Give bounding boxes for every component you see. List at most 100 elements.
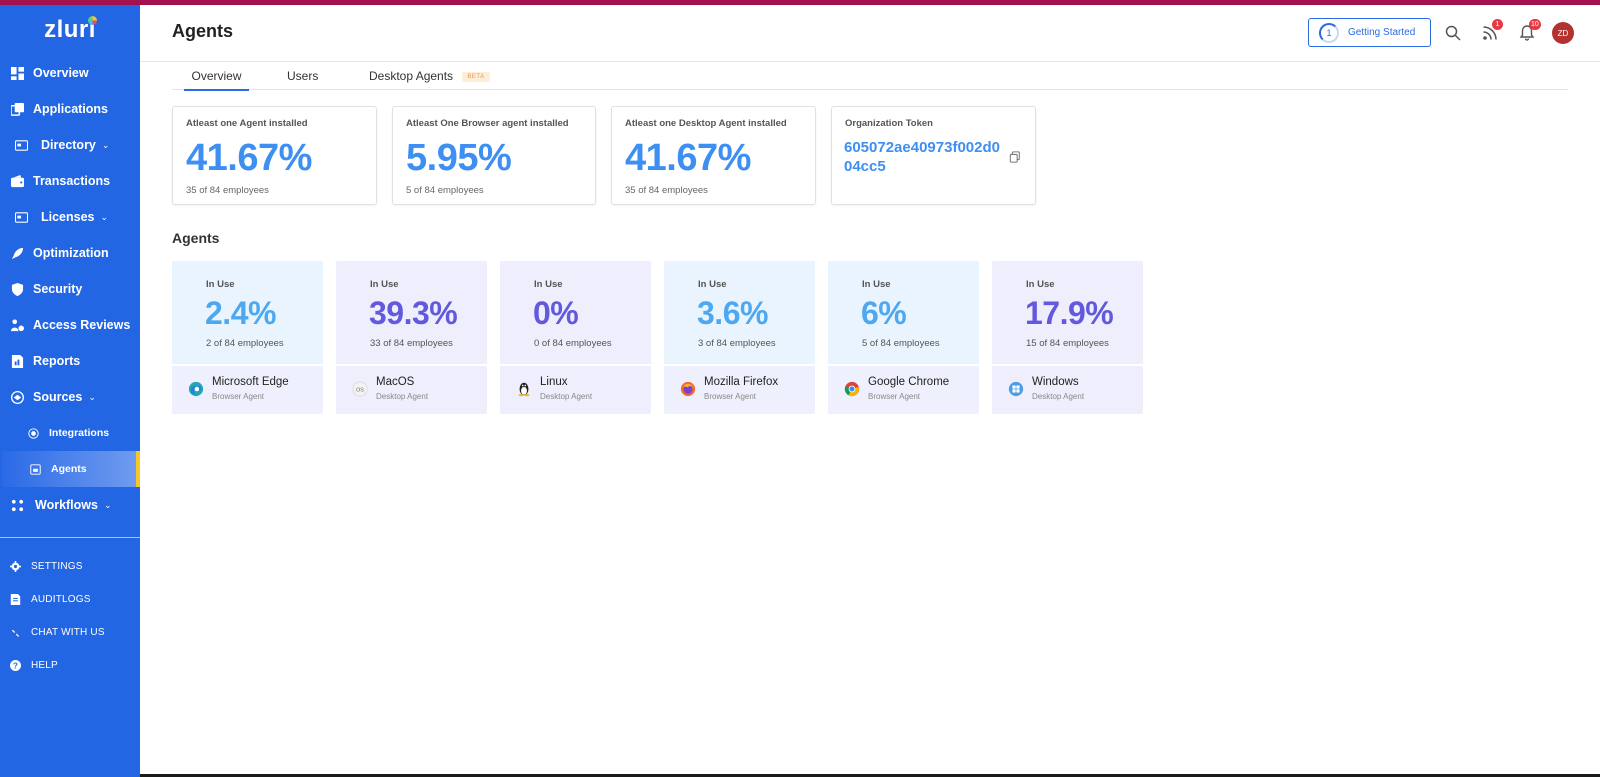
agent-employees: 33 of 84 employees — [370, 338, 453, 349]
getting-started-label: Getting Started — [1348, 27, 1416, 38]
sidebar-item-optimization[interactable]: Optimization — [0, 235, 140, 271]
firefox-icon — [680, 381, 698, 399]
agent-card-mozilla-firefox[interactable]: In Use 3.6% 3 of 84 employees Mozilla Fi… — [664, 261, 815, 414]
sidebar-item-applications[interactable]: Applications — [0, 91, 140, 127]
windows-icon — [1008, 381, 1026, 399]
stat-card-desktop-agent: Atleast one Desktop Agent installed 41.6… — [611, 106, 816, 205]
stat-label: Atleast one Desktop Agent installed — [625, 118, 787, 129]
agent-card-usage: In Use 6% 5 of 84 employees — [828, 261, 979, 364]
sidebar-chat[interactable]: CHAT WITH US — [0, 616, 140, 649]
tab-desktop-agents[interactable]: Desktop Agents BETA — [369, 69, 490, 89]
sidebar-item-label: Applications — [33, 102, 109, 116]
sidebar-item-transactions[interactable]: Transactions — [0, 163, 140, 199]
edge-icon — [188, 381, 206, 399]
page-title: Agents — [172, 21, 234, 41]
sidebar-auditlogs[interactable]: AUDITLOGS — [0, 583, 140, 616]
avatar[interactable]: ZD — [1552, 22, 1574, 44]
sidebar-chat-label: CHAT WITH US — [31, 627, 105, 638]
agent-employees: 2 of 84 employees — [206, 338, 284, 349]
organization-token-card: Organization Token 605072ae40973f002d004… — [831, 106, 1036, 205]
sidebar-item-label: Overview — [33, 66, 89, 80]
stat-label: Atleast One Browser agent installed — [406, 118, 569, 129]
agent-card-footer: Google Chrome Browser Agent — [828, 364, 979, 414]
sidebar-item-licenses[interactable]: Licenses ⌄ — [0, 199, 140, 235]
sidebar: zluri Overview Applications Directory ⌄ … — [0, 5, 140, 777]
sidebar-item-label: Agents — [51, 463, 87, 475]
logo-dot-icon — [88, 16, 97, 25]
tab-label: Desktop Agents — [369, 69, 454, 83]
integrations-icon — [26, 426, 40, 440]
sidebar-settings[interactable]: SETTINGS — [0, 550, 140, 583]
stat-subtext: 35 of 84 employees — [186, 185, 269, 196]
logo-text: zluri — [44, 16, 96, 43]
agent-percent: 0% — [533, 295, 579, 331]
agent-card-usage: In Use 2.4% 2 of 84 employees — [172, 261, 323, 364]
sidebar-item-agents[interactable]: Agents — [2, 451, 140, 487]
dashboard-icon — [10, 66, 24, 80]
agent-card-google-chrome[interactable]: In Use 6% 5 of 84 employees Google Chrom… — [828, 261, 979, 414]
sidebar-item-label: Security — [33, 282, 83, 296]
directory-icon — [14, 138, 28, 152]
agent-type: Desktop Agent — [540, 392, 593, 401]
sidebar-item-label: Optimization — [33, 246, 109, 260]
sidebar-item-overview[interactable]: Overview — [0, 55, 140, 91]
chevron-down-icon: ⌄ — [100, 211, 109, 222]
page-header: Agents 1 Getting Started 1 10 ZD — [140, 5, 1600, 62]
gear-icon — [10, 560, 22, 573]
agent-percent: 2.4% — [205, 295, 276, 331]
copy-icon[interactable] — [1009, 150, 1023, 164]
chrome-icon — [844, 381, 862, 399]
report-icon — [10, 354, 24, 368]
sidebar-settings-label: SETTINGS — [31, 561, 83, 572]
sidebar-item-label: Access Reviews — [33, 318, 131, 332]
agent-card-footer: OS MacOS Desktop Agent — [336, 364, 487, 414]
notifications-button[interactable]: 10 — [1519, 19, 1541, 43]
zluri-logo[interactable]: zluri — [0, 5, 140, 55]
sidebar-help-label: HELP — [31, 660, 58, 671]
shield-icon — [10, 282, 24, 296]
feed-button[interactable]: 1 — [1482, 19, 1503, 43]
agent-card-linux[interactable]: In Use 0% 0 of 84 employees Linux Deskto… — [500, 261, 651, 414]
sources-icon — [10, 390, 24, 404]
tab-overview[interactable]: Overview — [184, 69, 249, 91]
getting-started-button[interactable]: 1 Getting Started — [1308, 18, 1431, 47]
agent-card-microsoft-edge[interactable]: In Use 2.4% 2 of 84 employees Microsoft … — [172, 261, 323, 414]
help-icon: ? — [10, 659, 22, 672]
agent-card-windows[interactable]: In Use 17.9% 15 of 84 employees Windows … — [992, 261, 1143, 414]
agent-icon — [28, 462, 42, 476]
rss-icon — [1483, 26, 1497, 40]
agent-card-usage: In Use 17.9% 15 of 84 employees — [992, 261, 1143, 364]
agent-employees: 3 of 84 employees — [698, 338, 776, 349]
sidebar-item-sources[interactable]: Sources ⌄ — [0, 379, 140, 415]
agent-card-macos[interactable]: In Use 39.3% 33 of 84 employees OS MacOS… — [336, 261, 487, 414]
top-accent-strip — [0, 0, 1600, 5]
wallet-icon — [10, 174, 24, 188]
agent-percent: 6% — [861, 295, 907, 331]
tab-users[interactable]: Users — [287, 69, 318, 89]
agent-name: Google Chrome — [868, 376, 950, 388]
sidebar-help[interactable]: ? HELP — [0, 649, 140, 682]
sidebar-divider — [0, 537, 140, 538]
search-button[interactable] — [1445, 25, 1463, 43]
agent-name: Microsoft Edge — [212, 376, 289, 388]
agent-type: Browser Agent — [212, 392, 265, 401]
sidebar-item-label: Reports — [33, 354, 81, 368]
tab-bar: Overview Users Desktop Agents BETA — [172, 67, 1568, 91]
sidebar-item-directory[interactable]: Directory ⌄ — [0, 127, 140, 163]
agent-card-footer: Linux Desktop Agent — [500, 364, 651, 414]
agent-name: MacOS — [376, 376, 415, 388]
sidebar-item-security[interactable]: Security — [0, 271, 140, 307]
organization-token-value[interactable]: 605072ae40973f002d004cc5 — [844, 139, 1000, 175]
sidebar-item-access-reviews[interactable]: Access Reviews — [0, 307, 140, 343]
agent-status: In Use — [698, 279, 727, 290]
chevron-down-icon: ⌄ — [88, 391, 96, 402]
sidebar-item-label: Integrations — [49, 427, 110, 439]
agent-status: In Use — [206, 279, 235, 290]
sidebar-item-workflows[interactable]: Workflows ⌄ — [0, 487, 140, 523]
agent-card-usage: In Use 0% 0 of 84 employees — [500, 261, 651, 364]
agent-name: Windows — [1032, 376, 1079, 388]
tab-label: Users — [287, 69, 319, 83]
agent-status: In Use — [862, 279, 891, 290]
sidebar-item-integrations[interactable]: Integrations — [0, 415, 140, 451]
sidebar-item-reports[interactable]: Reports — [0, 343, 140, 379]
